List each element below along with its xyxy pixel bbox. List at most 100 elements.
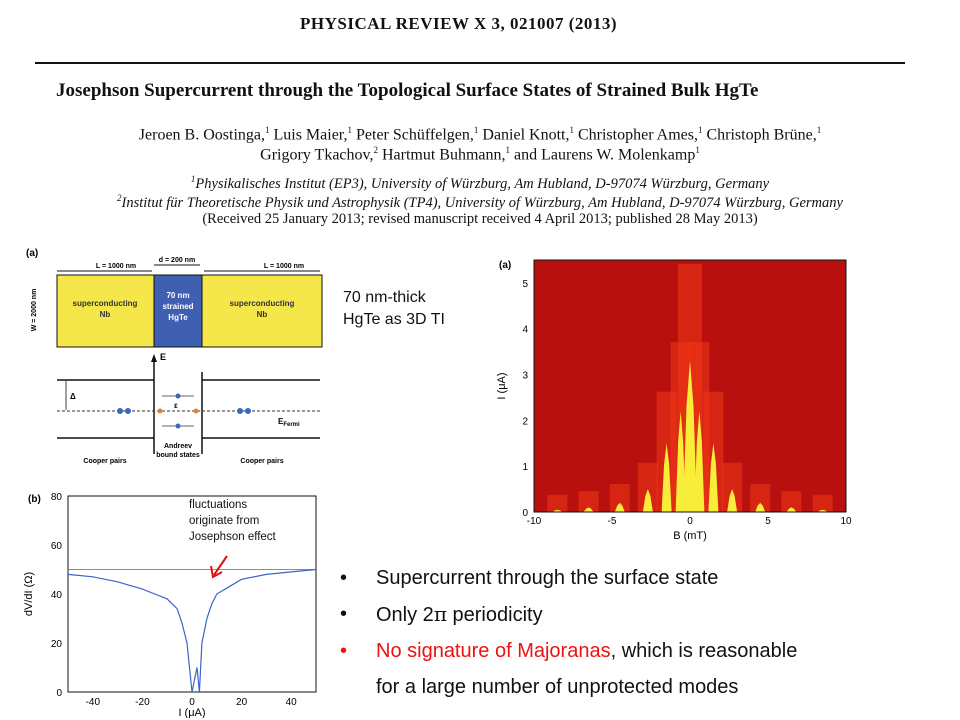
- x-tick-label: 0: [687, 516, 693, 527]
- dvdi-plot: (b) -40 -20 0 20 40 0 20 40 60 80 I (μA) dV/dI (Ω…: [23, 492, 317, 718]
- journal-header: PHYSICAL REVIEW X 3, 021007 (2013): [300, 14, 618, 33]
- y-tick-label: 60: [51, 541, 63, 552]
- cooper-pair-left: [117, 408, 123, 414]
- bullet-text: Only 2: [376, 604, 434, 626]
- x-tick-label: 0: [189, 697, 195, 708]
- resistive-halo: [578, 491, 599, 512]
- sc-label: Nb: [100, 310, 111, 319]
- affiliation-text: Physikalisches Institut (EP3), Universit…: [195, 175, 770, 192]
- author: Christopher Ames,: [577, 126, 698, 144]
- cooper-label-left: Cooper pairs: [83, 458, 126, 465]
- author: Jeroen B. Oostinga,: [138, 126, 265, 144]
- affil-sup: 1: [347, 125, 353, 135]
- sc-label: superconducting: [230, 299, 295, 308]
- panel-label: (a): [26, 248, 38, 259]
- hgte-block: [153, 274, 203, 348]
- x-tick-label: -40: [86, 697, 101, 708]
- resistive-halo: [781, 491, 802, 512]
- affiliation-text: Institut für Theoretische Physik und Ast…: [121, 194, 843, 211]
- affil-sup: 1: [190, 174, 196, 184]
- x-tick-label: 5: [765, 516, 771, 527]
- y-tick-label: 2: [522, 416, 528, 427]
- sc-label: Nb: [257, 310, 268, 319]
- y-tick-label: 0: [56, 688, 62, 699]
- summary-bullets: • Supercurrent through the surface state …: [340, 560, 797, 705]
- header-rule: [35, 62, 905, 64]
- paper-title: Josephson Supercurrent through the Topol…: [56, 80, 759, 101]
- supercurrent-lobe: [755, 502, 766, 512]
- y-tick-label: 5: [522, 279, 528, 290]
- bullet-item: • Supercurrent through the surface state: [340, 560, 797, 596]
- pi-symbol: π: [433, 602, 447, 626]
- bound-state-hole: [175, 423, 181, 429]
- length-label-left: L = 1000 nm: [96, 263, 136, 270]
- x-axis-label: I (μA): [178, 707, 205, 718]
- bullet-dot: •: [340, 567, 348, 589]
- affil-sup: 1: [695, 145, 700, 155]
- cooper-pair-left: [125, 408, 131, 414]
- series-line: [67, 568, 317, 693]
- energy-axis-arrow: [151, 354, 157, 362]
- y-tick-label: 1: [522, 462, 528, 473]
- x-tick-label: 20: [236, 697, 248, 708]
- supercurrent-lobe: [675, 411, 686, 512]
- width-label: W = 2000 nm: [31, 289, 38, 332]
- x-tick-label: -5: [608, 516, 617, 527]
- quasiparticle: [157, 408, 163, 414]
- y-axis-label: dV/dI (Ω): [23, 572, 35, 616]
- y-tick-label: 0: [522, 508, 528, 519]
- bullet-text: , which is reasonable: [610, 640, 798, 662]
- bullet-text-highlight: No signature of Majoranas: [376, 640, 611, 662]
- author: Luis Maier,: [273, 126, 348, 144]
- quasiparticle: [193, 408, 199, 414]
- hgte-label: strained: [162, 302, 193, 311]
- supercurrent-lobe: [552, 509, 563, 512]
- author: Peter Schüffelgen,: [356, 126, 474, 144]
- bullet-dot: •: [340, 603, 348, 625]
- bullet-dot: •: [340, 640, 348, 662]
- bullet-continuation: for a large number of unprotected modes: [376, 676, 739, 698]
- supercurrent-lobe: [817, 509, 828, 512]
- ti-note-line: 70 nm-thick: [343, 289, 426, 306]
- cooper-label-right: Cooper pairs: [240, 458, 283, 465]
- arrow-head: [210, 565, 223, 579]
- affil-sup: 1: [816, 125, 822, 135]
- fluctuation-note-line: originate from: [189, 515, 260, 527]
- panel-label: (b): [28, 494, 41, 505]
- y-tick-label: 4: [522, 325, 528, 336]
- bullet-item: • Only 2π periodicity: [340, 596, 797, 633]
- fraunhofer-heatmap: (a) -10 -5 0 5 10 0 1 2 3 4 5 B (mT) I (μA): [496, 259, 852, 542]
- resistive-halo: [812, 494, 833, 512]
- affil-sup: 1: [697, 125, 703, 135]
- fluctuation-note-line: fluctuations: [189, 499, 248, 511]
- y-tick-label: 20: [51, 639, 63, 650]
- affiliation-2: 2Institut für Theoretische Physik und As…: [0, 193, 960, 212]
- panel-label: (a): [499, 260, 511, 271]
- x-tick-label: -20: [135, 697, 150, 708]
- sc-label: superconducting: [73, 299, 138, 308]
- cooper-pair-right: [237, 408, 243, 414]
- bullet-text: periodicity: [446, 604, 543, 626]
- gap-label: d = 200 nm: [159, 257, 195, 264]
- supercurrent-lobe: [683, 360, 697, 512]
- hgte-label: HgTe: [168, 313, 188, 322]
- x-tick-label: -10: [527, 516, 542, 527]
- supercurrent-lobe: [614, 502, 625, 512]
- y-axis-label: I (μA): [496, 372, 508, 399]
- author: and Laurens W. Molenkamp: [514, 146, 696, 164]
- hgte-label: 70 nm: [166, 291, 189, 300]
- supercurrent-lobe: [661, 443, 672, 512]
- resistive-halo: [750, 484, 771, 512]
- andreev-label: bound states: [156, 452, 200, 459]
- delta-label: Δ: [70, 392, 76, 401]
- bullet-item: • No signature of Majoranas, which is rea…: [340, 633, 797, 669]
- resistive-halo: [637, 462, 658, 512]
- fluctuation-note-line: Josephson effect: [189, 531, 276, 543]
- andreev-label: Andreev: [164, 443, 192, 450]
- nb-right-block: [201, 274, 323, 348]
- author: Daniel Knott,: [482, 126, 570, 144]
- affil-sup: 1: [505, 145, 511, 155]
- received-dates: (Received 25 January 2013; revised manus…: [202, 211, 758, 227]
- length-label-right: L = 1000 nm: [264, 263, 304, 270]
- fermi-label: EFermi: [278, 417, 300, 428]
